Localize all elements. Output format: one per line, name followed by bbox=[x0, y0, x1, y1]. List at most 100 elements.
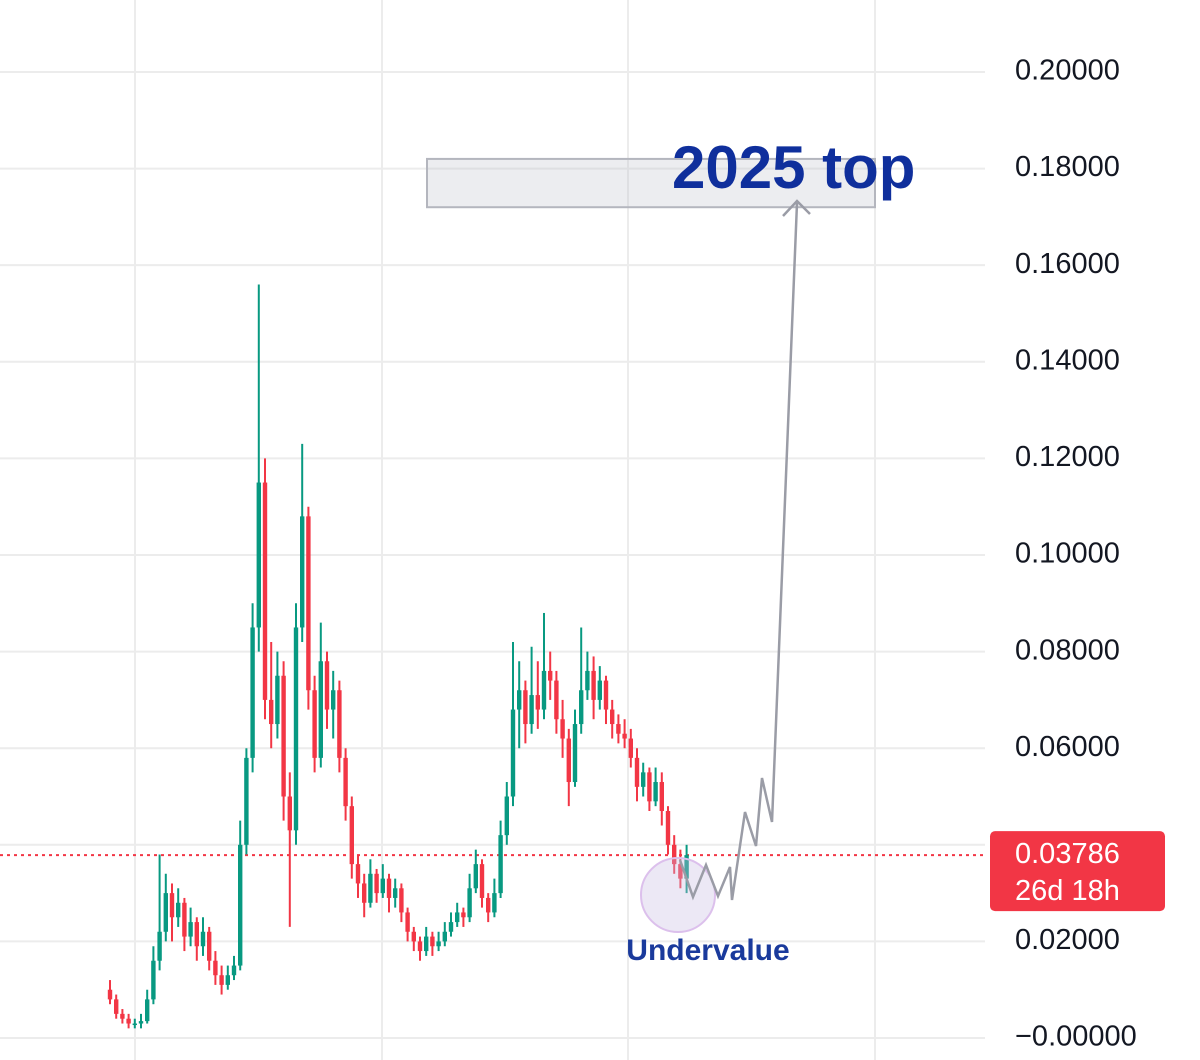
candle-body bbox=[151, 960, 156, 1000]
candle-body bbox=[399, 888, 404, 913]
candle-body bbox=[374, 873, 379, 894]
candle-body bbox=[132, 1023, 137, 1026]
candle-body bbox=[659, 782, 664, 812]
y-tick-label: −0.00000 bbox=[1015, 1021, 1137, 1053]
candle-body bbox=[349, 806, 354, 865]
target-zone bbox=[426, 157, 876, 209]
candle-body bbox=[603, 680, 609, 710]
candle-body bbox=[355, 864, 361, 884]
y-tick-label: 0.02000 bbox=[1015, 924, 1120, 956]
candle-body bbox=[572, 724, 578, 783]
candle-body bbox=[362, 883, 367, 903]
candle-body bbox=[331, 690, 336, 710]
candles bbox=[107, 284, 689, 1029]
candle-body bbox=[492, 893, 497, 913]
candle-body bbox=[597, 680, 602, 700]
y-axis: −0.000000.020000.040000.060000.080000.10… bbox=[990, 55, 1165, 1053]
candle-body bbox=[560, 719, 565, 739]
candle-body bbox=[672, 844, 677, 865]
candle-body bbox=[275, 675, 280, 725]
candle-body bbox=[541, 670, 547, 710]
candle-body bbox=[436, 941, 441, 947]
candle-body bbox=[411, 931, 416, 942]
candle-body bbox=[238, 844, 243, 966]
candle-body bbox=[188, 922, 193, 937]
candle-body bbox=[324, 661, 330, 710]
candle-body bbox=[300, 516, 305, 628]
candle-body bbox=[405, 912, 410, 932]
candle-body bbox=[479, 864, 485, 898]
last-price-label: 0.03786 bbox=[1015, 838, 1120, 870]
grid bbox=[0, 70, 985, 1040]
target-label: 2025 top bbox=[672, 134, 915, 201]
candle-body bbox=[585, 670, 590, 691]
candle-body bbox=[176, 902, 181, 918]
candle-body bbox=[225, 975, 230, 985]
candle-body bbox=[250, 627, 255, 758]
candle-body bbox=[473, 864, 478, 889]
candle-body bbox=[244, 757, 249, 845]
y-tick-label: 0.14000 bbox=[1015, 344, 1120, 376]
candle-body bbox=[566, 738, 571, 783]
y-tick-label: 0.16000 bbox=[1015, 248, 1120, 280]
candle-body bbox=[628, 738, 633, 758]
candle-body bbox=[200, 931, 206, 947]
candle-body bbox=[504, 796, 509, 836]
candle-body bbox=[535, 695, 540, 710]
candle-body bbox=[641, 772, 646, 787]
candle-body bbox=[442, 931, 447, 942]
candle-body bbox=[380, 878, 385, 894]
countdown-label: 26d 18h bbox=[1015, 875, 1120, 907]
candle-body bbox=[269, 699, 274, 725]
candle-body bbox=[554, 680, 559, 720]
candle-body bbox=[163, 893, 168, 932]
candle-body bbox=[219, 975, 224, 985]
candle-body bbox=[430, 936, 435, 947]
candle-body bbox=[523, 690, 528, 725]
candle-body bbox=[287, 796, 292, 831]
candle-body bbox=[634, 757, 640, 787]
candle-body bbox=[318, 661, 323, 758]
candle-body bbox=[591, 670, 596, 700]
candle-body bbox=[517, 690, 522, 710]
y-tick-label: 0.12000 bbox=[1015, 441, 1120, 473]
candle-body bbox=[510, 709, 516, 797]
candle-body bbox=[120, 1013, 125, 1019]
candle-body bbox=[653, 782, 658, 802]
candle-body bbox=[579, 690, 584, 725]
candle-body bbox=[665, 811, 671, 845]
candle-body bbox=[647, 772, 652, 802]
y-tick-label: 0.06000 bbox=[1015, 731, 1120, 763]
candle-body bbox=[448, 922, 454, 932]
candle-body bbox=[678, 864, 683, 879]
candle-body bbox=[424, 936, 429, 952]
zone-layer bbox=[426, 157, 876, 209]
candle-body bbox=[281, 675, 286, 797]
candle-body bbox=[343, 757, 348, 807]
y-tick-label: 0.20000 bbox=[1015, 55, 1120, 87]
candle-body bbox=[684, 855, 689, 879]
last-price-box bbox=[990, 831, 1165, 912]
candle-body bbox=[386, 878, 392, 898]
projection-arrowhead bbox=[782, 199, 811, 217]
candle-body bbox=[622, 733, 627, 739]
candle-body bbox=[306, 516, 311, 691]
y-tick-label: 0.08000 bbox=[1015, 634, 1120, 666]
candle-body bbox=[337, 690, 342, 758]
candle-body bbox=[548, 670, 553, 681]
candle-body bbox=[213, 960, 218, 976]
candle-body bbox=[368, 873, 373, 903]
candle-body bbox=[616, 724, 621, 734]
candle-body bbox=[194, 922, 199, 947]
candle-body bbox=[467, 888, 472, 918]
candle-body bbox=[393, 888, 398, 898]
candle-body bbox=[169, 893, 175, 918]
candle-body bbox=[262, 482, 268, 700]
candle-body bbox=[312, 690, 317, 758]
projection-path bbox=[678, 202, 799, 901]
candle-body bbox=[138, 1021, 144, 1024]
highlight-circle bbox=[640, 857, 716, 933]
candle-body bbox=[498, 835, 503, 894]
candle-body bbox=[256, 482, 261, 628]
